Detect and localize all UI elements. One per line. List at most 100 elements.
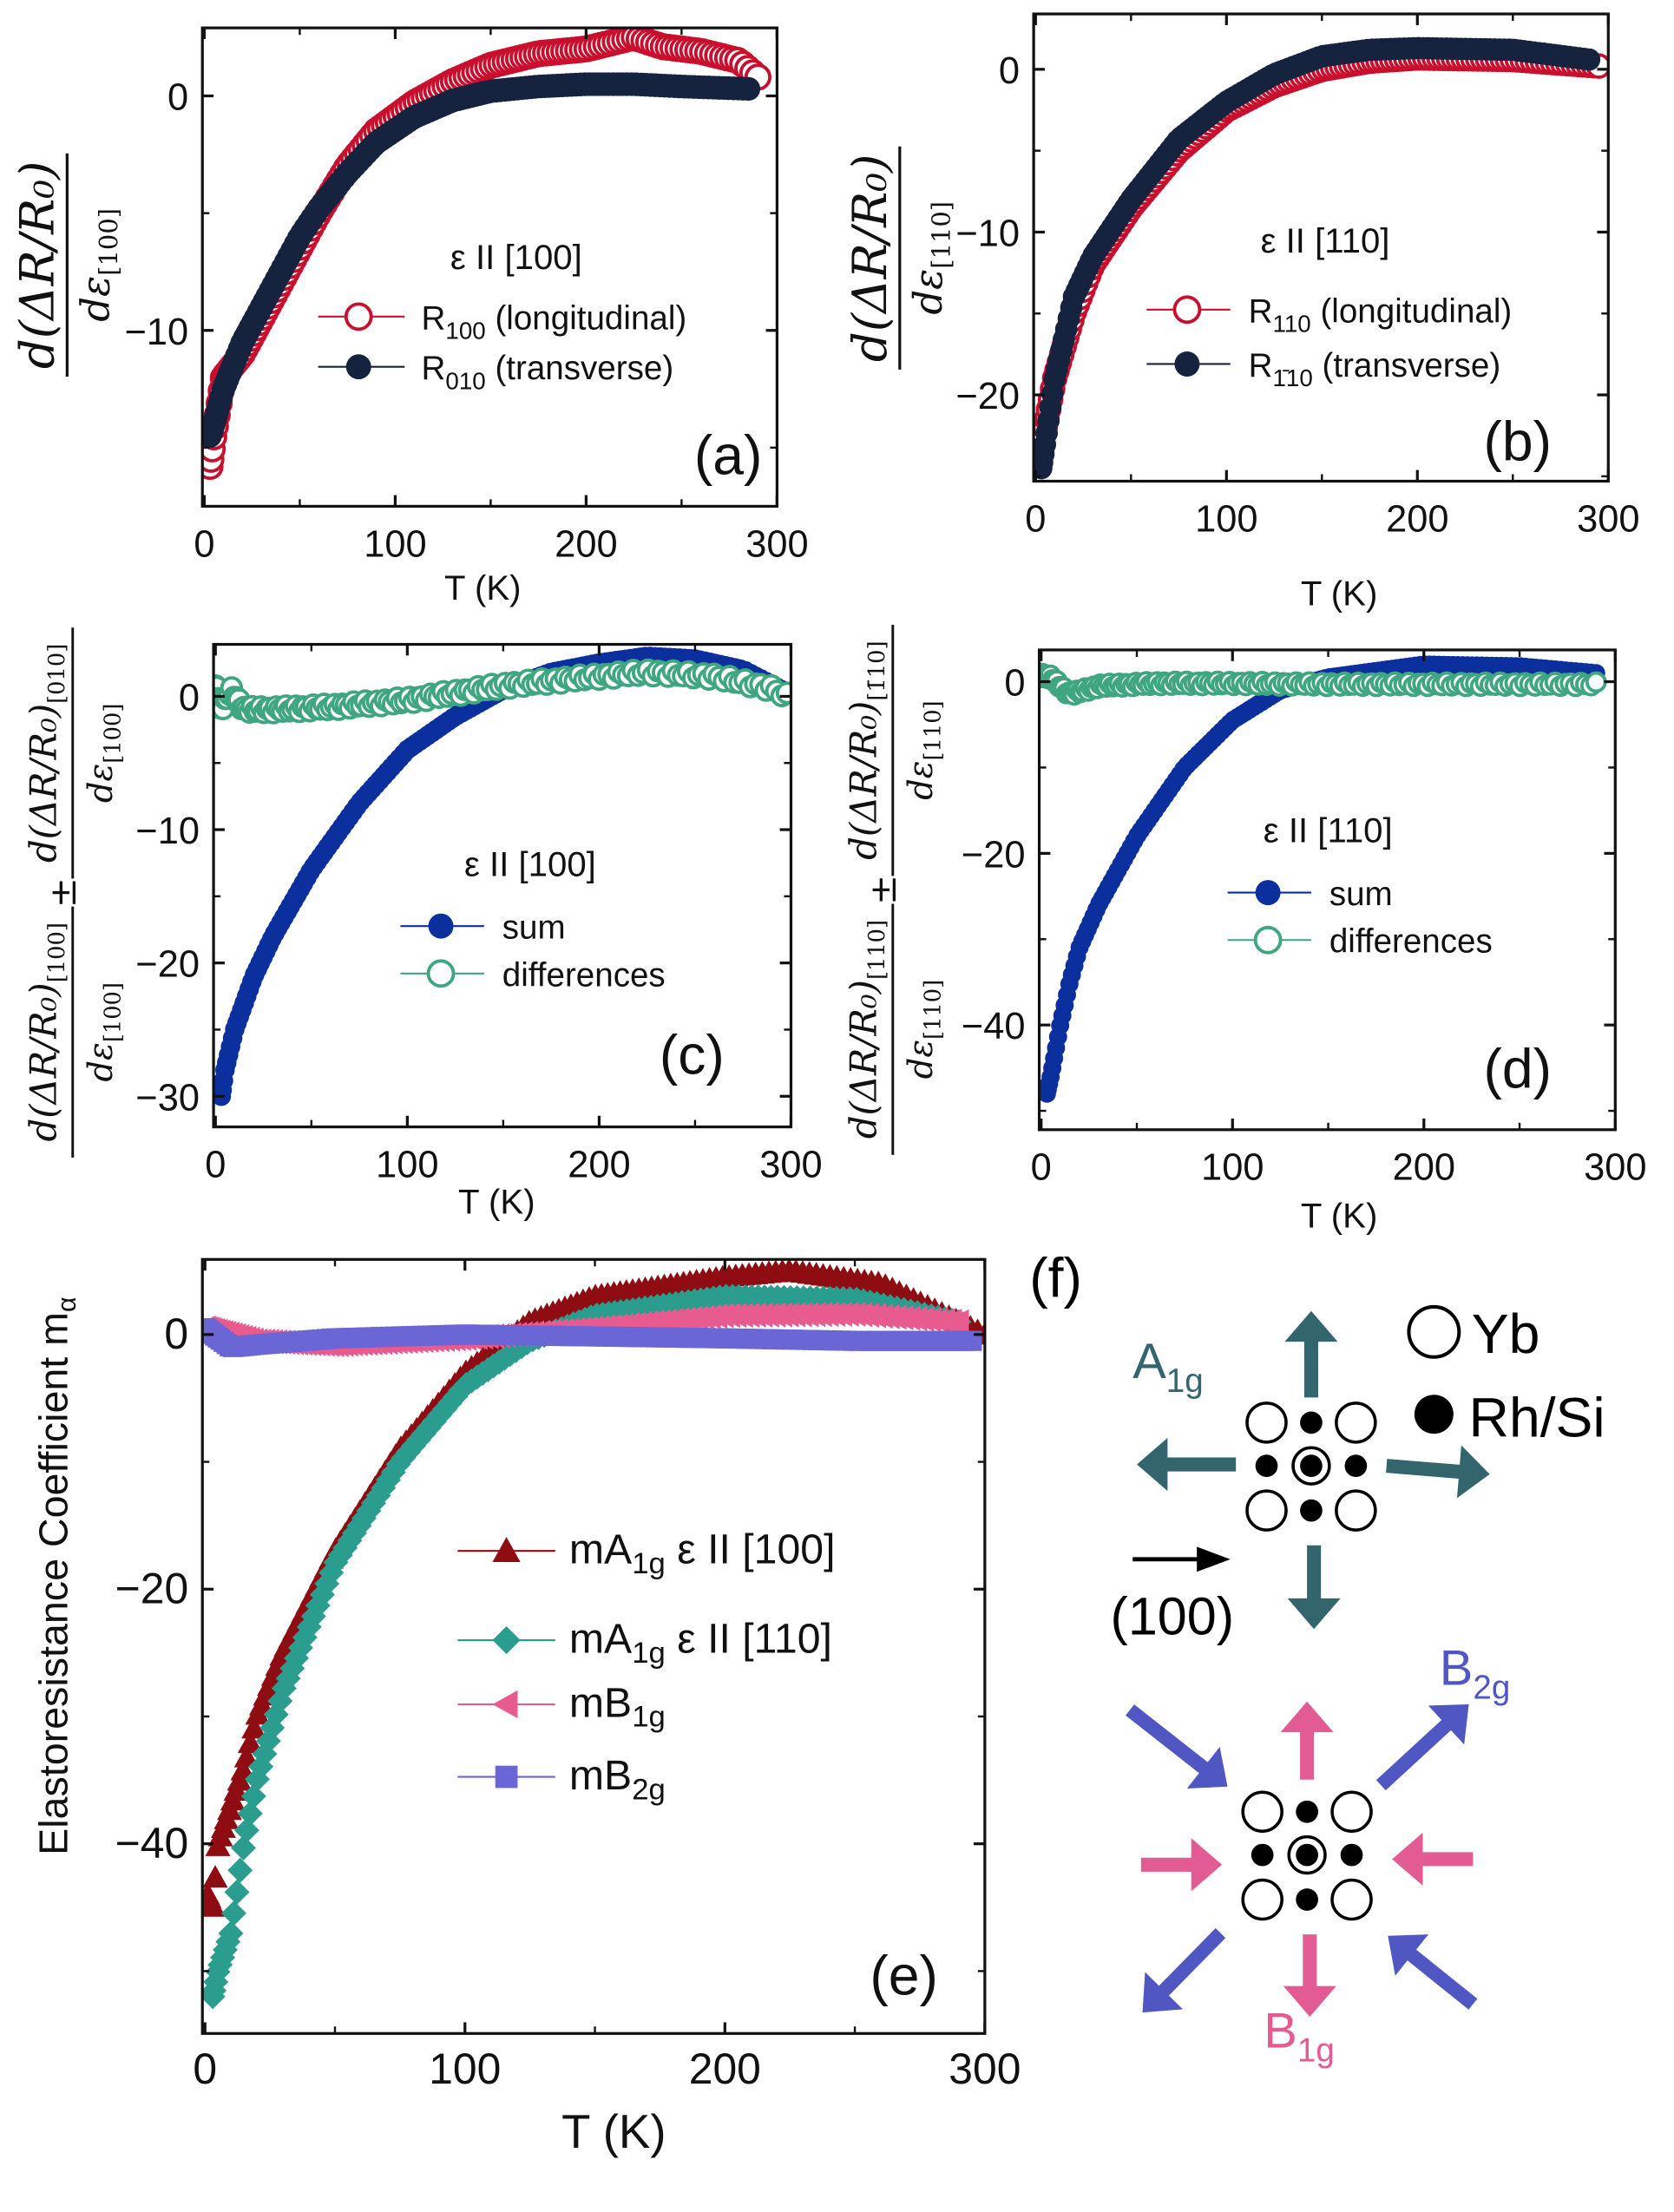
- legend-entry: mB2g: [457, 1752, 666, 1806]
- y-label-numerator: d(ΔR/R₀)[1̄10]: [843, 641, 891, 860]
- legend-sub: 010: [445, 367, 485, 394]
- numerator-text: d(ΔR/R₀): [22, 982, 64, 1141]
- yb-atom: [1335, 1401, 1377, 1444]
- a1g-arrow-right-icon: [1386, 1445, 1490, 1499]
- numerator-sub: [110]: [864, 920, 890, 980]
- legend-marker: [344, 302, 373, 331]
- legend-marker: [1174, 351, 1200, 377]
- panel-label: (d): [1484, 1038, 1553, 1100]
- plot-frame: [200, 1257, 987, 2035]
- denominator-text: dε: [902, 761, 941, 800]
- y-axis-title: d(ΔR/R₀)[110]dε[110]±d(ΔR/R₀)[1̄10]dε[11…: [843, 625, 946, 1155]
- y-tick-label: −40: [962, 1006, 1026, 1047]
- b1g-label: B1g: [1264, 2003, 1335, 2069]
- data-point: [946, 1309, 969, 1335]
- denominator-sub: [110]: [927, 201, 956, 269]
- legend-sub: 1g: [632, 1547, 666, 1580]
- legend-marker: [428, 913, 454, 939]
- legend-rest: ε II [100]: [666, 1526, 836, 1573]
- data-point: [221, 1900, 246, 1926]
- y-tick-label: −10: [955, 213, 1020, 255]
- y-tick-label: 0: [164, 1309, 188, 1358]
- legend-entry: mA1g ε II [110]: [457, 1616, 832, 1670]
- x-tick-label: 100: [1201, 1147, 1264, 1189]
- x-tick-label: 100: [429, 2045, 501, 2093]
- data-point: [240, 1783, 266, 1809]
- data-point: [202, 1865, 228, 1888]
- series-1: [1034, 36, 1601, 480]
- data-point: [218, 1920, 244, 1946]
- y-label-numerator: d(ΔR/R₀)[110]: [843, 920, 891, 1139]
- legend-marker: [1253, 925, 1283, 955]
- rhsi-atom: [1300, 1411, 1323, 1434]
- x-tick-label: 100: [376, 1144, 438, 1185]
- x-axis-title: T (K): [561, 2105, 666, 2158]
- legend-label: R010 (transverse): [422, 350, 674, 394]
- series-0: [202, 1259, 985, 1917]
- x-tick-label: 300: [1577, 498, 1639, 540]
- x-axis-title: T (K): [458, 1182, 535, 1221]
- rhsi-atom: [1344, 1454, 1368, 1478]
- legend-rest: (transverse): [486, 350, 673, 387]
- panel-label: (b): [1484, 410, 1553, 472]
- legend: ε II [100]R100 (longitudinal)R010 (trans…: [318, 238, 687, 394]
- y-label-denominator: dε[100]: [82, 982, 127, 1082]
- legend-name: mB: [569, 1679, 632, 1726]
- legend: ε II [110] sum differences: [1227, 811, 1493, 961]
- data-point: [1585, 671, 1607, 693]
- legend-entry: R010 (transverse): [318, 350, 674, 394]
- x-tick-label: 100: [364, 523, 426, 565]
- denominator-sub: [100]: [94, 208, 123, 276]
- y-label-main: Elastoresistance Coefficient m: [30, 1312, 75, 1855]
- series-layer: [202, 1259, 985, 2010]
- x-tick-label: 0: [194, 523, 214, 565]
- legend-yb-label: Yb: [1472, 1303, 1540, 1365]
- legend-sub: 1g: [632, 1637, 666, 1670]
- legend-entry: R1̄10 (transverse): [1146, 347, 1500, 391]
- numerator-sub: [100]: [44, 922, 70, 982]
- y-label-sub: α: [52, 1296, 82, 1312]
- y-axis-title: d(ΔR/R₀) dε[110]: [842, 146, 956, 370]
- legend-entry: sum: [1227, 876, 1393, 913]
- legend-name: mA: [569, 1616, 633, 1663]
- x-axis-title: T (K): [1301, 574, 1378, 614]
- yb-atom: [1330, 1790, 1373, 1834]
- chart-panel-b: 0 100 200 300 0 −10 −20 T (K) (b) d(ΔR/R₀) dε[110]…: [842, 12, 1639, 614]
- x-axis-title: T (K): [1301, 1196, 1378, 1235]
- series-3: [202, 1317, 982, 1357]
- rhsi-legend-marker: [1414, 1395, 1454, 1434]
- legend-label: mB2g: [569, 1752, 666, 1806]
- legend-rhsi-label: Rh/Si: [1469, 1386, 1605, 1448]
- y-tick-label: −40: [115, 1819, 188, 1867]
- x-tick-label: 300: [1584, 1147, 1646, 1189]
- y-tick-label: −20: [115, 1564, 188, 1612]
- legend-name: R: [422, 299, 446, 337]
- x-tick-label: 300: [745, 523, 808, 565]
- legend: ε II [100] sum differences: [400, 844, 666, 994]
- yb-atom: [1330, 1878, 1373, 1921]
- rhsi-atom: [1255, 1454, 1278, 1478]
- legend-label: mB1g: [569, 1679, 666, 1733]
- y-tick-label: 0: [1004, 663, 1025, 705]
- a1g-arrow-up-icon: [1284, 1310, 1338, 1398]
- legend-label: mA1g ε II [110]: [569, 1616, 832, 1670]
- denominator-text: dε: [902, 1040, 941, 1079]
- legend-label: R100 (longitudinal): [422, 299, 687, 344]
- b2g-label: B2g: [1440, 1640, 1511, 1706]
- data-point: [241, 1716, 267, 1739]
- legend-marker: [492, 1625, 521, 1655]
- panel-label-f: (f): [1029, 1247, 1082, 1309]
- direction-arrow-head-icon: [1197, 1546, 1231, 1572]
- legend-label: sum: [1329, 876, 1393, 913]
- legend-marker: [345, 354, 371, 380]
- legend-name: differences: [1329, 923, 1493, 961]
- y-label-numerator: d(ΔR/R₀): [842, 154, 897, 363]
- series-layer: [202, 28, 771, 481]
- legend-sub: 1̄10: [1272, 364, 1312, 391]
- crystal-lattice-bottom: [1241, 1790, 1373, 1921]
- legend-entry: sum: [400, 909, 566, 947]
- rhsi-atom: [1251, 1843, 1274, 1867]
- x-tick-label: 200: [689, 2045, 761, 2093]
